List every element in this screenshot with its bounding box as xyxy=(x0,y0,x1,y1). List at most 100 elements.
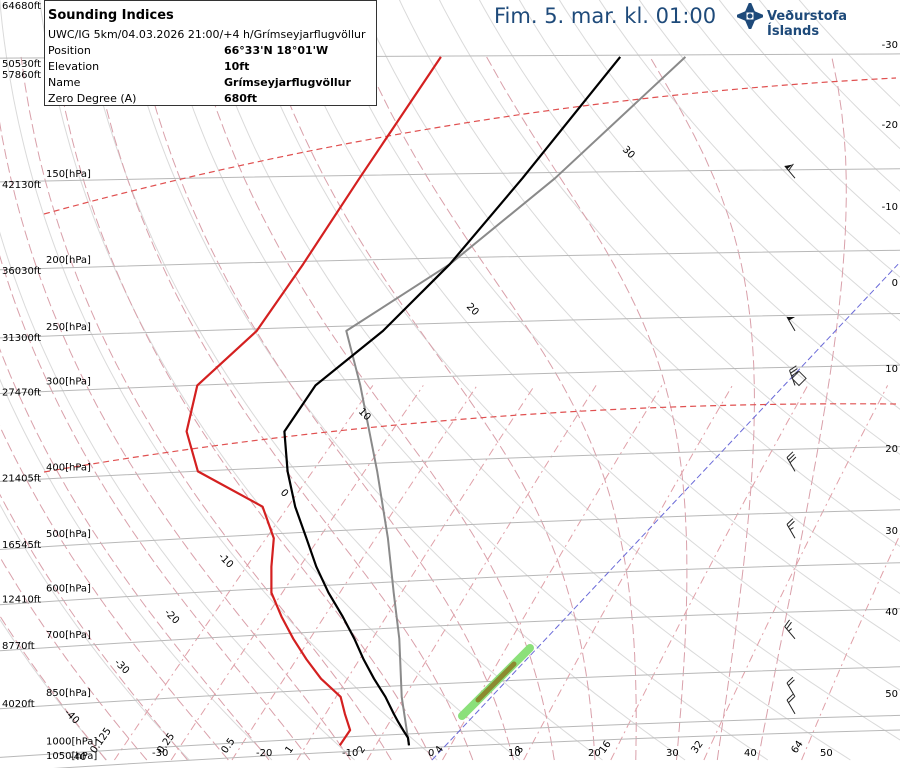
moist-adiabat xyxy=(0,556,148,761)
dry-adiabat xyxy=(758,0,900,150)
moist-adiabat xyxy=(270,56,596,761)
info-row-name: Name Grímseyjarflugvöllur xyxy=(48,76,374,92)
moist-adiabat xyxy=(363,56,637,760)
altitude-label: 57860ft xyxy=(2,70,41,81)
moist-adiabat xyxy=(0,348,270,761)
pressure-label: 600[hPa] xyxy=(46,584,91,595)
isobar xyxy=(0,509,900,550)
pressure-label: 500[hPa] xyxy=(46,529,91,540)
bottom-axis-label: 50 xyxy=(820,748,833,759)
dry-adiabat xyxy=(159,0,769,761)
isotherm-label: 0 xyxy=(278,487,290,499)
dry-adiabat xyxy=(358,0,900,595)
right-axis-label: 10 xyxy=(885,364,898,375)
mixing-ratio-line xyxy=(703,385,889,761)
altitude-label: 8770ft xyxy=(2,641,35,652)
dry-adiabat xyxy=(518,0,900,410)
pressure-label: 200[hPa] xyxy=(46,255,91,266)
mixing-ratio-line xyxy=(296,385,536,761)
snowflake-logo-icon xyxy=(737,3,763,29)
barb-flag xyxy=(786,693,794,701)
altitude-label: 27470ft xyxy=(2,387,41,398)
wind-barb xyxy=(786,693,796,715)
moist-adiabat xyxy=(54,56,433,761)
info-value: 10ft xyxy=(224,60,250,73)
dry-adiabat xyxy=(638,0,900,278)
info-subtitle: UWC/IG 5km/04.03.2026 21:00/+4 h/Grímsey… xyxy=(48,28,366,41)
bottom-axis-label: 20 xyxy=(588,748,601,759)
bottom-axis-label: -30 xyxy=(152,748,168,759)
altitude-label: 50530ft xyxy=(2,59,41,70)
bottom-axis-label: -10 xyxy=(342,748,358,759)
pressure-label: 700[hPa] xyxy=(46,630,91,641)
moist-adiabat xyxy=(0,255,311,761)
mixing-ratio-label: 2 xyxy=(355,744,368,756)
moist-adiabat xyxy=(0,493,188,761)
dry-adiabat xyxy=(398,0,900,548)
barb-flag xyxy=(786,621,792,630)
mixing-ratio-line xyxy=(113,385,374,761)
info-label: Name xyxy=(48,76,81,89)
dewpoint-curve xyxy=(185,56,442,747)
dry-adiabat xyxy=(39,0,521,761)
moist-adiabat xyxy=(94,56,474,761)
pressure-label: 1000[hPa] xyxy=(46,736,97,747)
mixing-ratio-line xyxy=(610,385,809,761)
info-value: 680ft xyxy=(224,92,258,105)
dry-adiabat xyxy=(598,0,900,322)
isobar xyxy=(0,608,900,652)
pressure-label: 150[hPa] xyxy=(46,169,91,180)
cloud-marker-icon xyxy=(791,370,807,387)
altitude-label: 16545ft xyxy=(2,540,41,551)
right-axis-label: 50 xyxy=(885,689,898,700)
barb-flag xyxy=(790,368,798,374)
altitude-label: 12410ft xyxy=(2,595,41,606)
isotherm-label: 20 xyxy=(464,301,481,318)
dry-adiabat xyxy=(0,618,107,761)
temperature-curve xyxy=(283,56,622,746)
barb-flag xyxy=(786,518,794,525)
isotherm-label: -20 xyxy=(162,607,181,626)
right-axis-label: -10 xyxy=(882,202,898,213)
dry-adiabat xyxy=(0,231,355,761)
barb-pennant xyxy=(787,317,796,321)
right-axis-label: 20 xyxy=(885,444,898,455)
dry-adiabat xyxy=(678,0,900,235)
barb-half-flag xyxy=(788,628,792,632)
moist-adiabat xyxy=(141,56,514,761)
right-axis-label: 30 xyxy=(885,526,898,537)
isobar xyxy=(0,249,900,271)
right-axis-label: 0 xyxy=(892,278,898,289)
barb-staff xyxy=(784,165,796,179)
wind-barb xyxy=(786,676,796,698)
dry-adiabat xyxy=(79,0,603,761)
info-row-zero-degree: Zero Degree (A) 680ft xyxy=(48,92,374,108)
barb-flag xyxy=(788,679,795,686)
mixing-ratio-line xyxy=(801,533,900,761)
barb-staff xyxy=(786,316,796,332)
dry-adiabat xyxy=(119,0,686,761)
barb-staff xyxy=(784,626,796,640)
wind-barb xyxy=(784,619,796,640)
barb-staff xyxy=(786,699,796,715)
isobar xyxy=(0,562,900,606)
dry-adiabat xyxy=(319,0,900,643)
altitude-label: 31300ft xyxy=(2,333,41,344)
parcel-curve xyxy=(345,56,687,746)
altitude-label: 42130ft xyxy=(2,180,41,191)
altitude-label: 64680ft xyxy=(2,1,41,12)
moist-adiabat xyxy=(20,56,392,761)
bottom-axis-label: 40 xyxy=(744,748,757,759)
barb-staff xyxy=(786,524,796,539)
sounding-indices-box: Sounding Indices UWC/IG 5km/04.03.2026 2… xyxy=(44,0,377,106)
mixing-ratio-label: 8 xyxy=(513,744,526,756)
info-label: Zero Degree (A) xyxy=(48,92,137,105)
bottom-axis-label: -20 xyxy=(256,748,272,759)
isobar xyxy=(53,729,900,768)
mixing-ratio-label: 1 xyxy=(283,744,296,756)
moist-adiabat xyxy=(757,56,847,761)
bottom-axis-label: 10 xyxy=(508,748,521,759)
barb-flag xyxy=(789,456,797,464)
barb-pennant xyxy=(784,164,793,170)
